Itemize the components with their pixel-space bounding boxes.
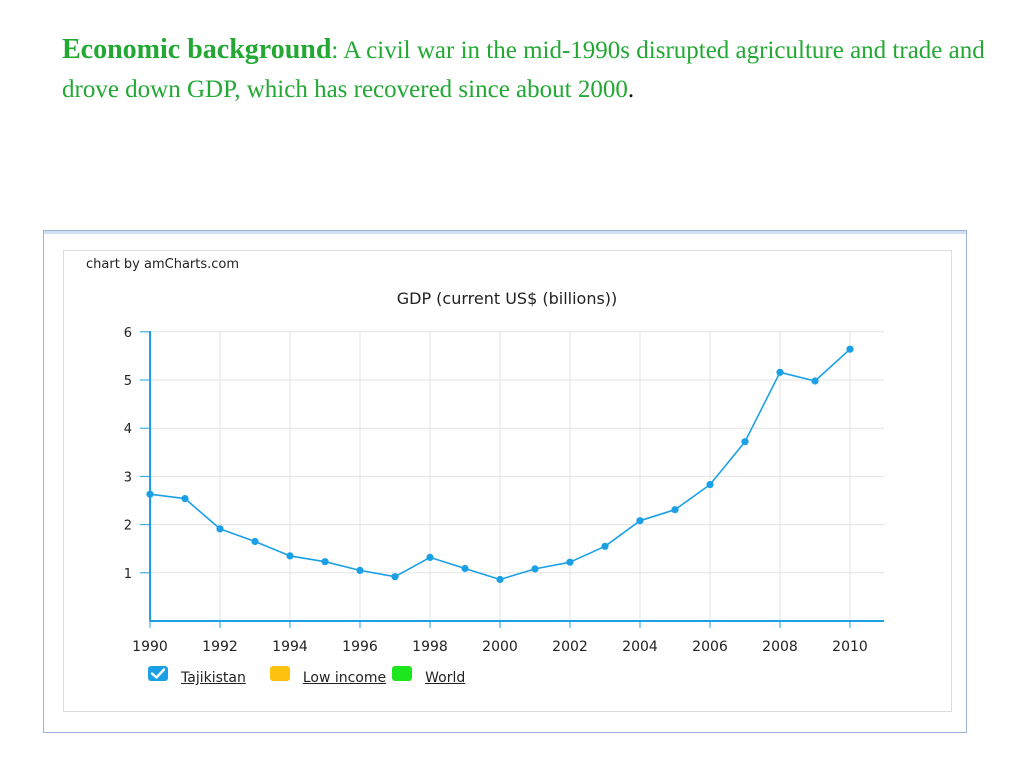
x-tick-label: 2010 (832, 639, 868, 655)
data-point (671, 506, 679, 514)
headline-colon: : (331, 37, 339, 64)
data-point (601, 542, 609, 550)
legend-item-tajikistan[interactable]: Tajikistan (148, 665, 252, 686)
x-tick-label: 1998 (412, 639, 448, 655)
axes: 1 2 3 4 5 6 1990 1992 1994 1996 1998 2000 2002 2004 20… (124, 326, 884, 655)
data-point (706, 481, 714, 489)
data-point (636, 517, 644, 525)
data-point (741, 438, 749, 446)
data-point (391, 573, 399, 581)
data-point (251, 537, 259, 546)
y-tick-label: 4 (124, 422, 132, 437)
y-tick-label: 1 (124, 567, 132, 582)
legend-swatch-tajikistan (148, 665, 168, 681)
data-point (846, 345, 854, 353)
data-point (566, 558, 574, 566)
legend: Tajikistan Low income World (148, 665, 471, 686)
grid-lines (149, 331, 884, 621)
legend-label-world: World (425, 670, 466, 686)
legend-label-tajikistan: Tajikistan (181, 670, 246, 686)
x-tick-label: 2006 (692, 639, 728, 655)
data-point (426, 553, 434, 562)
x-tick-label: 1994 (272, 639, 308, 655)
chart-credit-link[interactable]: chart by amCharts.com (86, 257, 240, 272)
headline-period: . (627, 76, 635, 103)
chart-title: GDP (current US$ (billions)) (397, 289, 618, 308)
x-tick-label: 2008 (762, 639, 798, 655)
data-point (531, 565, 539, 573)
legend-label-low-income: Low income (302, 670, 387, 686)
x-tick-label: 1992 (202, 639, 238, 655)
series-tajikistan (146, 345, 854, 584)
headline-lead: Economic background (62, 34, 332, 65)
y-tick-label: 5 (124, 374, 132, 389)
x-tick-label: 1996 (342, 639, 378, 655)
y-tick-label: 2 (124, 519, 132, 534)
data-point (146, 490, 154, 498)
data-point (216, 525, 224, 533)
headline: Economic background: A civil war in the … (62, 30, 992, 109)
data-point (776, 368, 784, 376)
x-tick-label: 2002 (552, 639, 588, 655)
data-point (496, 575, 504, 584)
data-point (286, 552, 294, 560)
legend-item-low-income[interactable]: Low income (269, 665, 392, 686)
check-icon (150, 667, 166, 679)
chart-panel (63, 250, 952, 712)
y-tick-label: 3 (124, 470, 132, 485)
legend-item-world[interactable]: World (392, 665, 471, 686)
headline-body: A civil war in the mid-1990s disrupted a… (62, 37, 985, 103)
data-point (461, 564, 469, 573)
legend-swatch-low-income (269, 665, 290, 681)
data-point (321, 558, 329, 566)
x-tick-label: 1990 (132, 639, 168, 655)
data-point (181, 495, 189, 503)
data-point (356, 566, 364, 575)
y-tick-label: 6 (124, 326, 132, 341)
x-tick-label: 2004 (622, 639, 658, 655)
legend-swatch-world (392, 665, 413, 681)
data-point (811, 377, 819, 385)
x-tick-label: 2000 (482, 639, 518, 655)
frame-top-border (44, 231, 966, 234)
